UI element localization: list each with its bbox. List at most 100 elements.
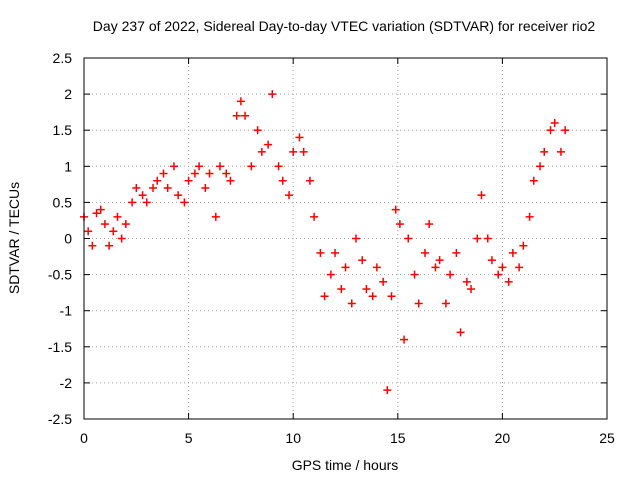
data-point — [331, 248, 340, 257]
data-point — [138, 191, 147, 200]
data-point — [180, 198, 189, 207]
data-point — [414, 299, 423, 308]
x-tick-label: 0 — [80, 430, 88, 446]
data-point — [241, 111, 250, 120]
data-point — [391, 205, 400, 214]
data-point — [274, 162, 283, 171]
data-point — [494, 270, 503, 279]
y-tick-label: 0 — [64, 231, 72, 247]
y-tick-label: 1 — [64, 158, 72, 174]
data-point — [169, 162, 178, 171]
data-point — [508, 248, 517, 257]
data-point — [117, 234, 126, 243]
data-point — [84, 227, 93, 236]
data-point — [498, 263, 507, 272]
data-point — [351, 234, 360, 243]
data-point — [195, 162, 204, 171]
y-tick-label: -2 — [60, 375, 73, 391]
x-axis-label: GPS time / hours — [292, 457, 399, 473]
data-point — [310, 212, 319, 221]
data-point — [316, 248, 325, 257]
data-point — [201, 183, 210, 192]
data-point — [410, 270, 419, 279]
data-point — [159, 169, 168, 178]
x-tick-label: 20 — [495, 430, 511, 446]
data-point — [347, 299, 356, 308]
data-point — [132, 183, 141, 192]
data-point — [452, 248, 461, 257]
data-point — [536, 162, 545, 171]
data-point — [305, 176, 314, 185]
data-point — [525, 212, 534, 221]
data-point — [236, 97, 245, 106]
y-tick-label: -1 — [60, 303, 73, 319]
data-point — [88, 241, 97, 250]
data-point — [153, 176, 162, 185]
data-point — [420, 248, 429, 257]
data-point — [295, 133, 304, 142]
data-point — [109, 227, 118, 236]
axis-ticks: 0 5 10 15 20 25 2.5 2 1.5 1 0.5 0 -0.5 -1 -1.5 -2 -2.5 — [48, 50, 615, 446]
data-point — [222, 169, 231, 178]
data-point — [395, 220, 404, 229]
data-point — [128, 198, 137, 207]
data-points — [80, 90, 570, 395]
data-point — [550, 118, 559, 127]
data-point — [337, 285, 346, 294]
data-point — [190, 169, 199, 178]
data-point — [473, 234, 482, 243]
data-point — [289, 147, 298, 156]
data-point — [383, 386, 392, 395]
data-point — [163, 183, 172, 192]
data-point — [92, 209, 101, 218]
x-tick-label: 15 — [390, 430, 406, 446]
data-point — [205, 169, 214, 178]
data-point — [477, 191, 486, 200]
data-point — [487, 256, 496, 265]
data-point — [215, 162, 224, 171]
data-point — [504, 277, 513, 286]
data-point — [268, 90, 277, 99]
data-point — [105, 241, 114, 250]
data-point — [299, 147, 308, 156]
data-point — [358, 256, 367, 265]
data-point — [368, 292, 377, 301]
x-tick-label: 10 — [285, 430, 301, 446]
data-point — [446, 270, 455, 279]
data-point — [253, 126, 262, 135]
data-point — [467, 285, 476, 294]
chart-title: Day 237 of 2022, Sidereal Day-to-day VTE… — [93, 18, 596, 34]
data-point — [404, 234, 413, 243]
y-tick-label: -2.5 — [48, 411, 72, 427]
data-point — [326, 270, 335, 279]
data-point — [456, 328, 465, 337]
data-point — [441, 299, 450, 308]
data-point — [362, 285, 371, 294]
data-point — [462, 277, 471, 286]
x-tick-label: 25 — [599, 430, 615, 446]
data-point — [483, 234, 492, 243]
data-point — [184, 176, 193, 185]
data-point — [387, 292, 396, 301]
data-point — [264, 140, 273, 149]
data-point — [149, 183, 158, 192]
data-point — [561, 126, 570, 135]
data-point — [379, 277, 388, 286]
data-point — [113, 212, 122, 221]
data-point — [211, 212, 220, 221]
data-point — [540, 147, 549, 156]
data-point — [232, 111, 241, 120]
data-point — [247, 162, 256, 171]
data-point — [142, 198, 151, 207]
data-point — [435, 256, 444, 265]
data-point — [285, 191, 294, 200]
x-tick-label: 5 — [185, 430, 193, 446]
data-point — [278, 176, 287, 185]
data-point — [546, 126, 555, 135]
data-point — [519, 241, 528, 250]
data-point — [556, 147, 565, 156]
y-tick-label: 2 — [64, 86, 72, 102]
data-point — [400, 335, 409, 344]
grid — [84, 58, 607, 419]
